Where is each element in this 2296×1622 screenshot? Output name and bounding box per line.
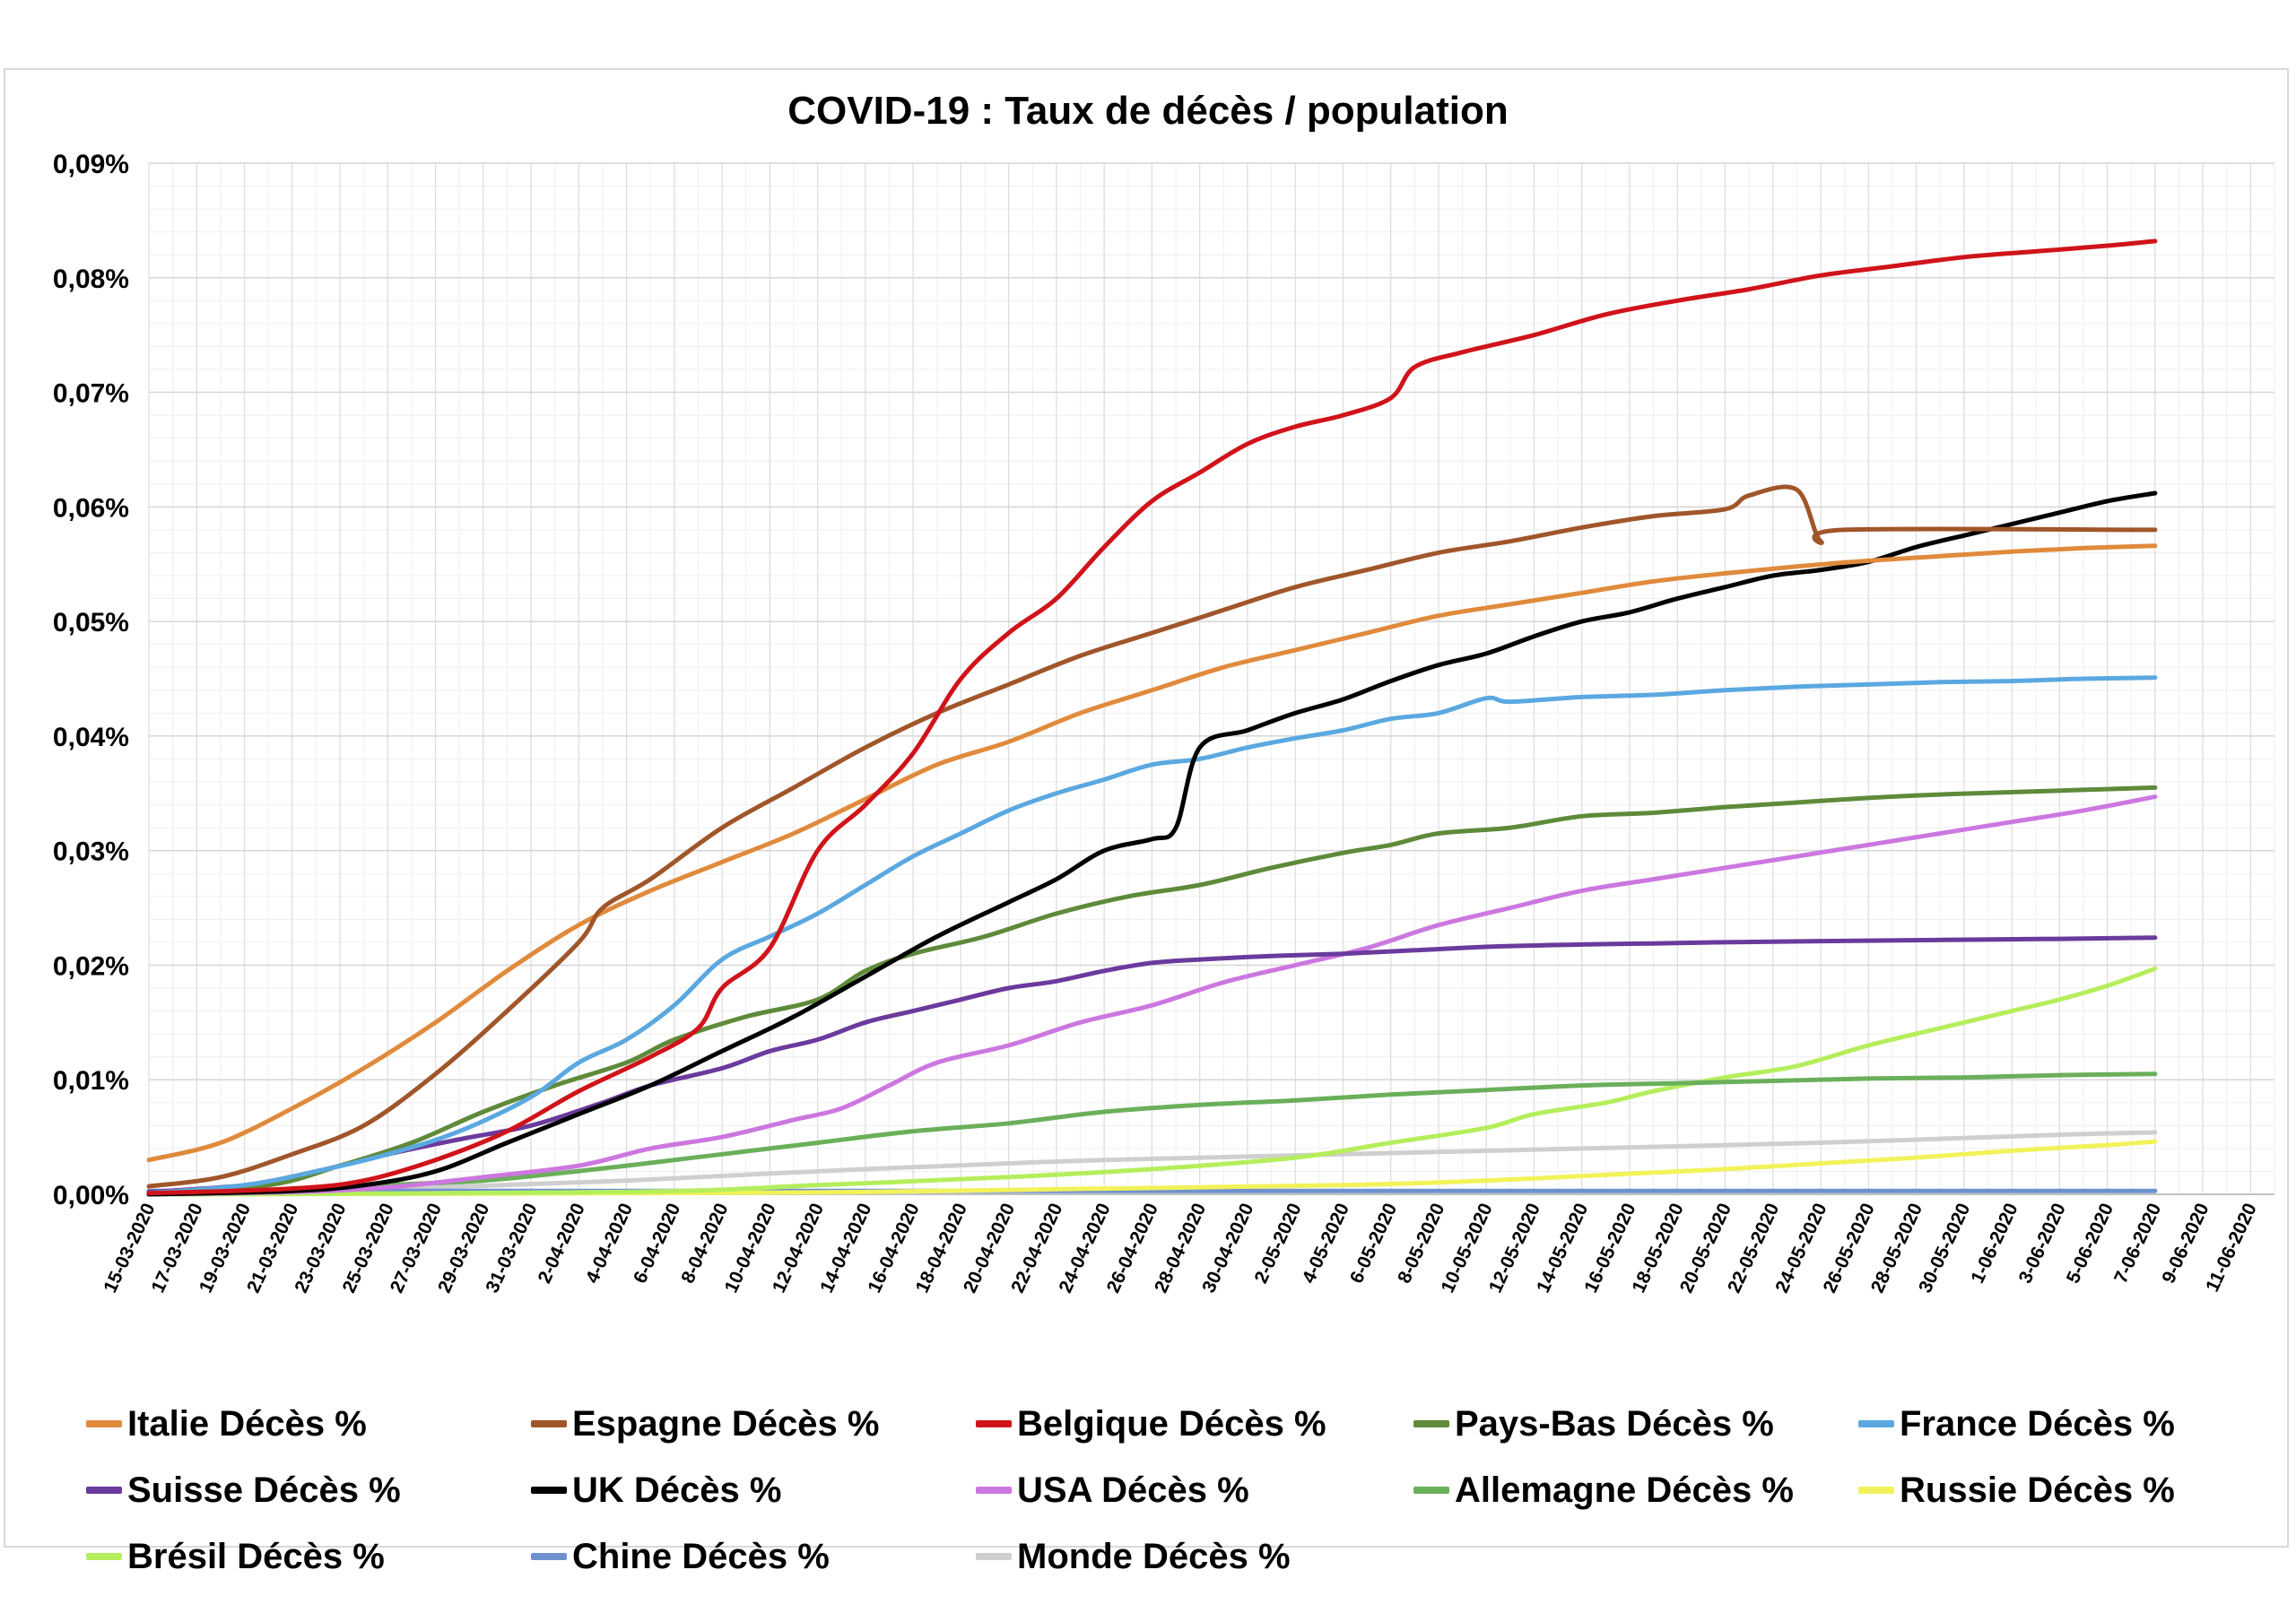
legend-swatch: [976, 1553, 1012, 1560]
series-lines: [146, 239, 2158, 1197]
series-line-monde: [146, 1130, 2158, 1196]
x-tick-label: 9-06-2020: [2158, 1200, 2213, 1286]
major-gridlines: [148, 162, 2274, 1195]
x-tick-label: 8-05-2020: [1394, 1200, 1448, 1286]
series-line-uk: [146, 490, 2158, 1197]
legend-item-russie: Russie Décès %: [1858, 1463, 2175, 1517]
line-chart: COVID-19 : Taux de décès / population 0,…: [53, 89, 2275, 1296]
x-axis: 15-03-202017-03-202019-03-202021-03-2020…: [100, 1200, 2261, 1296]
legend-swatch: [976, 1487, 1012, 1494]
series-line-italie: [146, 543, 2158, 1163]
y-tick-label: 0,05%: [53, 608, 129, 638]
legend: Italie Décès % Espagne Décès % Belgique Dé…: [86, 1397, 2274, 1594]
y-tick-label: 0,04%: [53, 723, 129, 752]
minor-gridlines: [148, 162, 2275, 1195]
legend-swatch: [1858, 1420, 1894, 1427]
series-line-belgique: [146, 239, 2158, 1196]
x-tick-label: 2-04-2020: [535, 1200, 589, 1286]
legend-item-suisse: Suisse Décès %: [86, 1463, 401, 1517]
legend-label: Russie Décès %: [1900, 1470, 2175, 1510]
legend-swatch: [531, 1487, 567, 1494]
legend-item-chine: Chine Décès %: [531, 1530, 830, 1583]
legend-item-italie: Italie Décès %: [86, 1397, 367, 1451]
legend-label: Italie Décès %: [127, 1403, 367, 1444]
x-tick-label: 8-04-2020: [677, 1200, 732, 1286]
series-line-allemagne: [146, 1071, 2158, 1197]
x-tick-label: 1-06-2020: [1967, 1200, 2022, 1286]
series-line-russie: [146, 1139, 2158, 1197]
x-tick-label: 7-06-2020: [2110, 1200, 2165, 1286]
legend-label: Espagne Décès %: [572, 1403, 880, 1444]
series-line-espagne: [146, 484, 2158, 1189]
legend-swatch: [86, 1553, 122, 1560]
legend-label: USA Décès %: [1017, 1470, 1249, 1510]
x-tick-label: 4-05-2020: [1299, 1200, 1353, 1286]
y-tick-label: 0,09%: [53, 150, 129, 179]
y-tick-label: 0,06%: [53, 493, 129, 523]
y-tick-label: 0,01%: [53, 1066, 129, 1096]
y-tick-label: 0,03%: [53, 837, 129, 867]
legend-item-brésil: Brésil Décès %: [86, 1530, 385, 1583]
series-line-suisse: [146, 935, 2158, 1194]
y-tick-label: 0,08%: [53, 265, 129, 294]
legend-label: Pays-Bas Décès %: [1455, 1403, 1774, 1444]
legend-item-monde: Monde Décès %: [976, 1530, 1291, 1583]
legend-label: Monde Décès %: [1017, 1536, 1291, 1576]
legend-label: Brésil Décès %: [127, 1536, 385, 1576]
legend-swatch: [86, 1420, 122, 1427]
x-tick-label: 2-05-2020: [1250, 1200, 1305, 1286]
x-tick-label: 6-05-2020: [1346, 1200, 1401, 1286]
legend-swatch: [531, 1420, 567, 1427]
legend-item-pays-bas: Pays-Bas Décès %: [1413, 1397, 1774, 1451]
chart-title: COVID-19 : Taux de décès / population: [787, 89, 1509, 133]
legend-item-belgique: Belgique Décès %: [976, 1397, 1326, 1451]
legend-swatch: [86, 1487, 122, 1494]
legend-item-france: France Décès %: [1858, 1397, 2175, 1451]
legend-label: Allemagne Décès %: [1455, 1470, 1794, 1510]
legend-label: UK Décès %: [572, 1470, 782, 1510]
series-line-brésil: [146, 966, 2158, 1197]
legend-label: France Décès %: [1900, 1403, 2175, 1444]
x-tick-label: 11-06-2020: [2202, 1200, 2261, 1295]
legend-item-espagne: Espagne Décès %: [531, 1397, 879, 1451]
legend-item-uk: UK Décès %: [531, 1463, 781, 1517]
legend-label: Suisse Décès %: [127, 1470, 401, 1510]
y-tick-label: 0,00%: [53, 1181, 129, 1210]
x-tick-label: 4-04-2020: [582, 1200, 637, 1286]
y-tick-label: 0,02%: [53, 951, 129, 981]
legend-label: Chine Décès %: [572, 1536, 830, 1576]
x-tick-label: 3-06-2020: [2015, 1200, 2070, 1286]
legend-swatch: [976, 1420, 1012, 1427]
chart-frame: COVID-19 : Taux de décès / population 0,…: [4, 68, 2289, 1576]
legend-swatch: [531, 1553, 567, 1560]
legend-swatch: [1858, 1487, 1894, 1494]
x-tick-label: 6-04-2020: [630, 1200, 684, 1286]
legend-swatch: [1413, 1420, 1449, 1427]
legend-item-allemagne: Allemagne Décès %: [1413, 1463, 1794, 1517]
series-line-pays-bas: [146, 785, 2158, 1196]
series-line-france: [146, 675, 2158, 1196]
y-tick-label: 0,07%: [53, 379, 129, 409]
legend-label: Belgique Décès %: [1017, 1403, 1326, 1444]
legend-swatch: [1413, 1487, 1449, 1494]
y-axis: 0,00% 0,01% 0,02% 0,03% 0,04% 0,05% 0,06% 0,07%…: [53, 150, 129, 1210]
series-line-usa: [146, 794, 2158, 1197]
legend-item-usa: USA Décès %: [976, 1463, 1249, 1517]
x-tick-label: 5-06-2020: [2063, 1200, 2118, 1286]
